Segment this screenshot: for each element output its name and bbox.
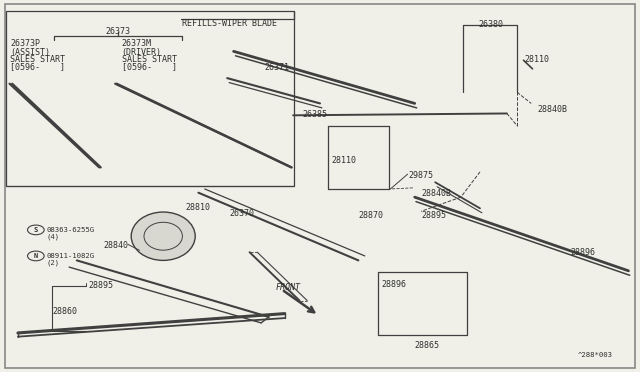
Bar — [6, 11, 294, 186]
Text: (2): (2) — [47, 260, 60, 266]
Text: REFILLS-WIPER BLADE: REFILLS-WIPER BLADE — [182, 19, 277, 28]
Text: 26380: 26380 — [479, 20, 504, 29]
Text: ^288*003: ^288*003 — [578, 352, 613, 357]
Text: 26370: 26370 — [229, 209, 254, 218]
Text: 26373P: 26373P — [10, 39, 40, 48]
Text: 26373M: 26373M — [122, 39, 152, 48]
Text: SALES START: SALES START — [10, 55, 65, 64]
Text: 28110: 28110 — [525, 55, 550, 64]
Text: 28840B: 28840B — [421, 189, 451, 198]
Text: 29875: 29875 — [408, 171, 433, 180]
Text: 28840B: 28840B — [538, 105, 568, 114]
Text: S: S — [34, 227, 38, 233]
Text: 28865: 28865 — [415, 341, 440, 350]
Text: (DRIVER): (DRIVER) — [122, 48, 161, 57]
Text: 28895: 28895 — [421, 211, 446, 220]
Text: 28860: 28860 — [52, 307, 77, 316]
Text: 26385: 26385 — [303, 110, 328, 119]
Text: SALES START: SALES START — [122, 55, 177, 64]
Text: 08363-6255G: 08363-6255G — [47, 227, 95, 233]
Text: 26371: 26371 — [264, 63, 289, 72]
Text: (4): (4) — [47, 234, 60, 240]
Text: 28896: 28896 — [571, 248, 596, 257]
Text: 28895: 28895 — [88, 281, 113, 290]
Text: 28840: 28840 — [104, 241, 129, 250]
Text: N: N — [34, 253, 38, 259]
Text: (ASSIST): (ASSIST) — [10, 48, 51, 57]
Text: 28896: 28896 — [381, 280, 406, 289]
Text: [0596-    ]: [0596- ] — [10, 62, 65, 71]
Text: FRONT: FRONT — [275, 283, 300, 292]
Text: 28110: 28110 — [332, 156, 356, 165]
Text: 28870: 28870 — [358, 211, 383, 220]
Text: [0596-    ]: [0596- ] — [122, 62, 177, 71]
Text: 08911-1082G: 08911-1082G — [47, 253, 95, 259]
Ellipse shape — [131, 212, 195, 260]
Text: 28810: 28810 — [186, 203, 211, 212]
Text: 26373: 26373 — [106, 27, 131, 36]
